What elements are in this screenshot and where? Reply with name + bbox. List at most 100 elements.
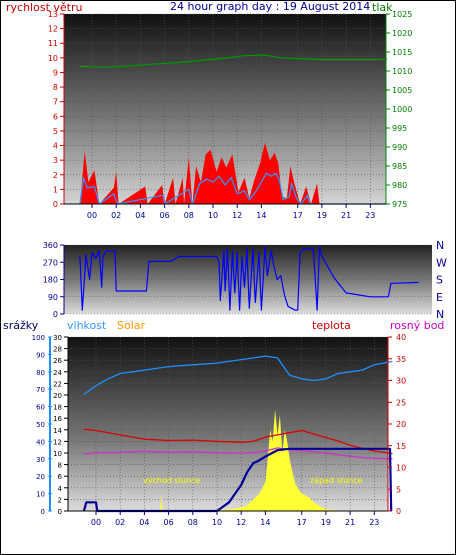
tick-label-wind: 11 (48, 39, 58, 48)
tick-label-temperature: 25 (396, 398, 406, 407)
tick-label-solar: 28 (53, 346, 62, 354)
climate-plot-area (68, 337, 388, 511)
tick-label-solar: 0 (58, 508, 62, 516)
compass-label: E (436, 291, 443, 304)
tick-label-solar: 20 (53, 392, 62, 400)
tick-label-wind: 7 (53, 98, 58, 107)
tick-label-wind: 3 (53, 156, 58, 165)
tick-label-pressure: 1015 (392, 48, 412, 57)
tick-label-hour: 21 (341, 211, 351, 220)
tick-label-temperature: 40 (396, 333, 406, 342)
tick-label-pressure: 1000 (392, 105, 412, 114)
tick-label-wind: 10 (48, 54, 58, 63)
rain-line (82, 447, 393, 513)
tick-label-direction: 180 (43, 276, 58, 285)
wind-direction-series (79, 246, 419, 311)
tick-label-rain: 70 (36, 386, 45, 394)
tick-label-temperature: 30 (396, 377, 406, 386)
tick-label-solar: 10 (53, 450, 62, 458)
tick-label-solar: 26 (53, 357, 62, 365)
tick-label-hour: 10 (212, 518, 222, 527)
tick-label-temperature: 15 (396, 442, 406, 451)
tick-label-hour: 06 (160, 211, 170, 220)
tick-label-rain: 0 (41, 508, 45, 516)
temperature-axis-title: teplota (312, 319, 351, 332)
tick-label-wind: 9 (53, 68, 58, 77)
tick-label-wind: 6 (53, 112, 58, 121)
wind-pressure-series (79, 54, 388, 205)
tick-label-hour: 08 (184, 211, 194, 220)
tick-label-hour: 19 (321, 518, 331, 527)
tick-label-direction: 90 (48, 293, 58, 302)
tick-label-hour: 23 (365, 211, 375, 220)
tick-label-rain: 20 (36, 473, 45, 481)
tick-label-solar: 2 (58, 496, 62, 504)
sunset-annotation: západ slunce (310, 476, 363, 485)
tick-label-pressure: 1020 (392, 29, 412, 38)
compass-label: W (436, 256, 447, 269)
tick-label-wind: 8 (53, 83, 58, 92)
humidity-axis-title: vlhkost (67, 319, 107, 332)
dewpoint-axis-title: rosný bod (390, 319, 444, 332)
tick-label-wind: 13 (48, 10, 58, 19)
tick-label-wind: 2 (53, 171, 58, 180)
tick-label-rain: 100 (32, 334, 45, 342)
tick-label-solar: 16 (53, 415, 62, 423)
climate-axes: 0246810121416182022242628300102030405060… (32, 333, 407, 527)
humidity-line (83, 355, 393, 395)
tick-label-hour: 04 (135, 211, 145, 220)
tick-label-rain: 40 (36, 438, 45, 446)
tick-label-hour: 12 (232, 211, 242, 220)
tick-label-rain: 30 (36, 456, 45, 464)
tick-label-pressure: 990 (392, 143, 407, 152)
tick-label-pressure: 980 (392, 181, 407, 190)
wind-speed-axis-title: rychlost větru (6, 1, 82, 14)
tick-label-hour: 10 (208, 211, 218, 220)
tick-label-hour: 00 (87, 211, 97, 220)
tick-label-hour: 23 (369, 518, 379, 527)
tick-label-wind: 0 (53, 200, 58, 209)
pressure-axis-title: tlak (372, 1, 393, 14)
tick-label-temperature: 20 (396, 420, 406, 429)
tick-label-solar: 22 (53, 380, 62, 388)
tick-label-solar: 8 (58, 462, 62, 470)
sunrise-annotation: východ slunce (143, 476, 200, 485)
climate-series (82, 355, 393, 513)
tick-label-hour: 08 (188, 518, 198, 527)
tick-label-temperature: 0 (396, 507, 401, 516)
tick-label-hour: 04 (139, 518, 149, 527)
tick-label-hour: 21 (345, 518, 355, 527)
chart-title: 24 hour graph day : 19 August 2014 (170, 0, 370, 13)
tick-label-rain: 90 (36, 351, 45, 359)
tick-label-hour: 19 (317, 211, 327, 220)
wind-direction-line (79, 246, 419, 311)
compass-label: N (436, 239, 444, 252)
tick-label-rain: 10 (36, 491, 45, 499)
tick-label-hour: 02 (115, 518, 125, 527)
tick-label-hour: 12 (236, 518, 246, 527)
tick-label-temperature: 5 (396, 485, 401, 494)
tick-label-wind: 12 (48, 25, 58, 34)
compass-label: S (436, 274, 443, 287)
compass-label: N (436, 308, 444, 321)
solar-axis-title: Solar (117, 319, 146, 332)
tick-label-solar: 24 (53, 369, 62, 377)
tick-label-rain: 60 (36, 404, 45, 412)
tick-label-temperature: 10 (396, 464, 406, 473)
tick-label-temperature: 35 (396, 355, 406, 364)
tick-label-direction: 0 (53, 310, 58, 319)
rain-axis-title: srážky (3, 319, 39, 332)
tick-label-hour: 17 (297, 518, 307, 527)
temperature-line (83, 428, 393, 455)
tick-label-hour: 14 (260, 518, 270, 527)
tick-label-pressure: 1005 (392, 86, 412, 95)
wind-direction-axes: 0 N 90 E 180 S 270 W 360 N (43, 239, 447, 321)
tick-label-solar: 6 (58, 473, 63, 481)
tick-label-rain: 80 (36, 369, 45, 377)
tick-label-solar: 30 (53, 334, 62, 342)
wind-gust-area (79, 142, 388, 204)
tick-label-solar: 18 (53, 404, 62, 412)
tick-label-pressure: 995 (392, 124, 407, 133)
tick-label-pressure: 985 (392, 162, 407, 171)
